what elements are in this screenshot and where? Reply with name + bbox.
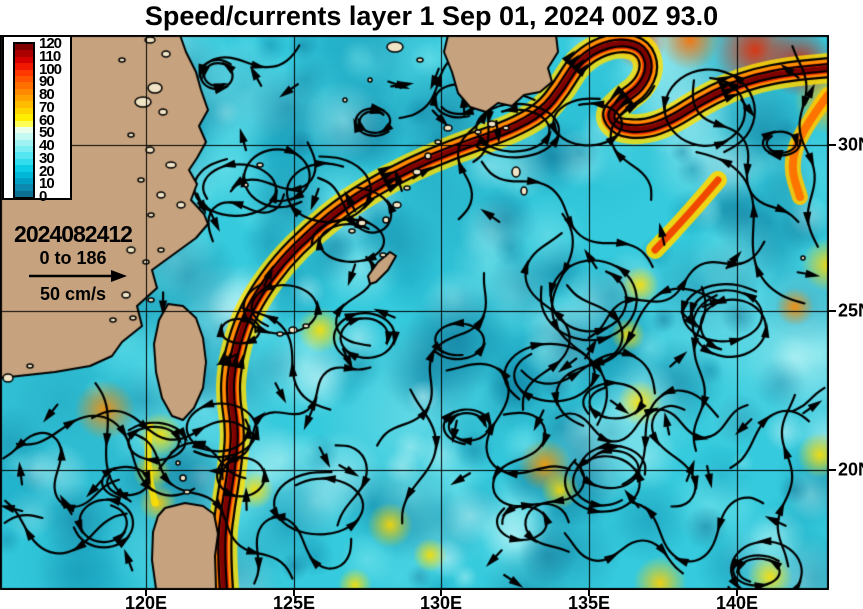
colorbar-segment	[15, 101, 33, 108]
y-axis-label: 20N	[838, 459, 863, 480]
x-axis-tick	[293, 590, 295, 596]
colorbar-segment	[15, 146, 33, 153]
colorbar-tick-label: 120	[39, 35, 62, 52]
y-axis-tick	[829, 144, 836, 146]
y-axis-tick	[829, 310, 836, 312]
x-axis-label: 135E	[567, 593, 611, 609]
colorbar-segment	[15, 63, 33, 70]
colorbar-segment	[15, 171, 33, 178]
x-axis-label: 120E	[124, 593, 168, 609]
y-axis-label: 25N	[838, 300, 863, 321]
colorbar-tick-label: 40	[39, 137, 55, 154]
colorbar-segment	[15, 190, 33, 197]
colorbar-segment	[15, 69, 33, 76]
ocean-current-map	[0, 35, 829, 590]
plot-title: Speed/currents layer 1 Sep 01, 2024 00Z …	[144, 1, 719, 31]
colorbar-tick-label: 110	[39, 47, 61, 65]
colorbar-segment	[15, 95, 33, 102]
colorbar-segment	[15, 165, 33, 172]
colorbar-segment	[15, 133, 33, 140]
y-axis-label: 30N	[838, 134, 863, 155]
colorbar-tick-label: 100	[39, 60, 62, 78]
colorbar-tick-label: 70	[39, 98, 55, 116]
x-axis-label: 140E	[715, 593, 759, 609]
colorbar-tick-label: 60	[39, 111, 55, 129]
x-axis-tick	[440, 590, 442, 596]
colorbar-segment	[15, 107, 33, 115]
colorbar-segment	[15, 44, 33, 51]
colorbar-segment	[15, 177, 33, 185]
colorbar-tick-label: 10	[39, 175, 55, 193]
x-axis-tick	[736, 590, 738, 596]
scale-arrow-head	[111, 270, 127, 282]
colorbar-tick-label: 30	[39, 149, 55, 167]
x-axis-label: 125E	[272, 593, 316, 609]
colorbar-segment	[15, 75, 33, 83]
colorbar-segment	[15, 82, 33, 89]
colorbar-segment	[15, 56, 33, 64]
colorbar-segment	[15, 126, 33, 134]
colorbar-segment	[15, 88, 33, 95]
colorbar-tick-label: 90	[39, 73, 55, 91]
x-axis-label: 130E	[419, 593, 463, 609]
colorbar-tick-label: 20	[39, 162, 55, 180]
x-axis-tick	[588, 590, 590, 596]
map-area: 120 110 100 90 80 70 60 50 40 30 20 10 0 2024082412 …	[0, 35, 863, 609]
colorbar-segment	[15, 184, 33, 191]
scale-arrow-icon	[29, 270, 127, 282]
run-id-label: 2024082412	[14, 221, 133, 247]
colorbar-segment	[15, 114, 33, 121]
colorbar: 120 110 100 90 80 70 60 50 40 30 20 10 0	[2, 35, 72, 204]
annotation-block: 2024082412 0 to 186 50 cm/s	[0, 221, 146, 305]
colorbar-tick-label: 80	[39, 86, 55, 103]
colorbar-segment	[15, 158, 33, 166]
colorbar-gradient	[13, 42, 35, 199]
colorbar-segment	[15, 50, 33, 57]
colorbar-segment	[15, 120, 33, 127]
colorbar-tick-labels: 120 110 100 90 80 70 60 50 40 30 20 10 0	[4, 35, 70, 204]
colorbar-tick-label: 0	[39, 188, 47, 205]
colorbar-tick-label: 50	[39, 124, 55, 142]
y-axis-tick	[829, 469, 836, 471]
colorbar-segment	[15, 152, 33, 159]
colorbar-segment	[15, 139, 33, 146]
vector-range-label: 0 to 186	[39, 248, 107, 268]
vector-scale-label: 50 cm/s	[39, 284, 107, 304]
x-axis-tick	[145, 590, 147, 596]
